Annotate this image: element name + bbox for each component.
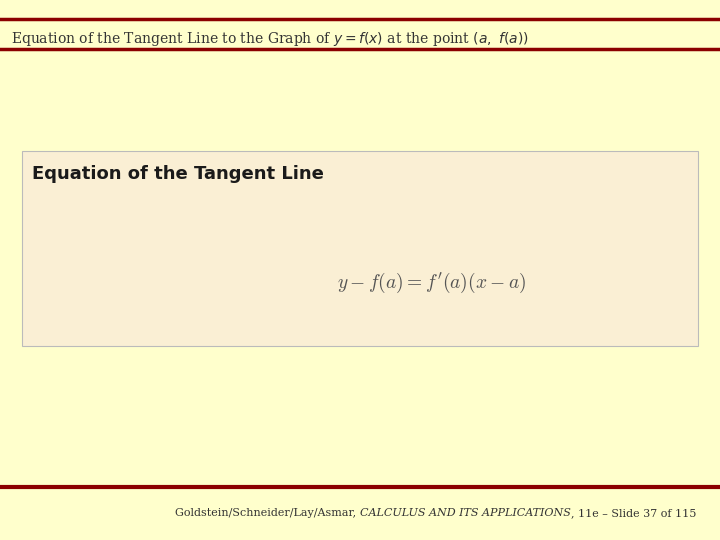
Text: , 11e – Slide 37 of 115: , 11e – Slide 37 of 115 xyxy=(571,508,696,518)
Text: Equation of the Tangent Line: Equation of the Tangent Line xyxy=(32,165,324,183)
FancyBboxPatch shape xyxy=(22,151,698,346)
Text: Equation of the Tangent Line to the Graph of $y = f(x)$ at the point $(a,\ f(a)): Equation of the Tangent Line to the Grap… xyxy=(11,30,528,48)
Text: $y - f(a) = f'(a)(x - a)$: $y - f(a) = f'(a)(x - a)$ xyxy=(338,271,526,295)
Text: CALCULUS AND ITS APPLICATIONS: CALCULUS AND ITS APPLICATIONS xyxy=(360,508,571,518)
Text: Goldstein/Schneider/Lay/Asmar,: Goldstein/Schneider/Lay/Asmar, xyxy=(176,508,360,518)
